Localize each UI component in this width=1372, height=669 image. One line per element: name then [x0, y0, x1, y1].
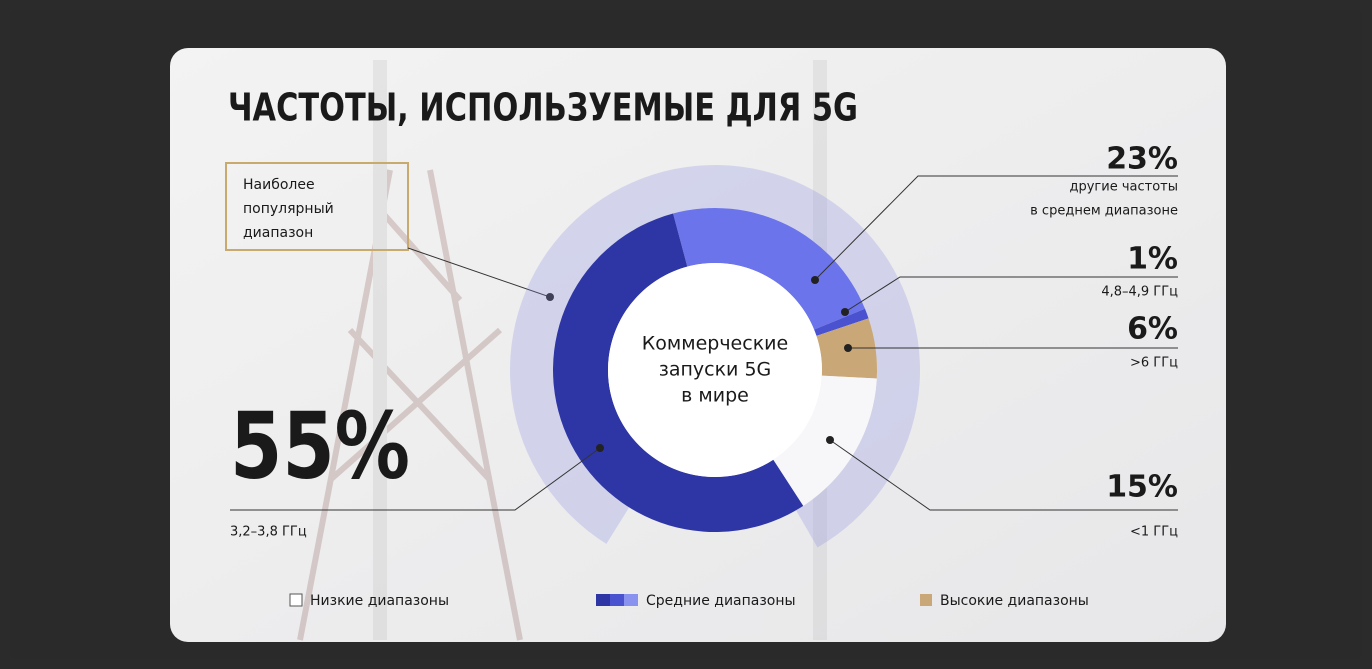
legend-label: Низкие диапазоны: [310, 593, 449, 609]
category-label: 4,8–4,9 ГГц: [1101, 285, 1178, 300]
donut-slice: [773, 375, 877, 506]
leader-dot: [844, 344, 852, 352]
category-label: <1 ГГц: [1130, 525, 1178, 540]
legend-swatch: [289, 593, 303, 607]
center-label: запуски 5G: [659, 359, 772, 381]
category-label: другие частоты: [1069, 180, 1178, 195]
donut-slice: [673, 207, 865, 330]
annotation-box: [225, 162, 409, 251]
annotation-text: популярный: [243, 201, 334, 217]
leader-line: [844, 276, 1178, 313]
category-label: >6 ГГц: [1130, 356, 1178, 371]
leader-dot: [826, 436, 834, 444]
value-label: 15%: [1106, 470, 1178, 505]
donut-slice: [552, 213, 804, 533]
leader-dot: [596, 444, 604, 452]
leader-dot: [546, 293, 554, 301]
leader-dot: [841, 308, 849, 316]
leader-dot: [811, 276, 819, 284]
legend-swatch: [920, 594, 932, 606]
leader-line: [407, 247, 551, 298]
chart-title: ЧАСТОТЫ, ИСПОЛЬЗУЕМЫЕ ДЛЯ 5G: [228, 86, 858, 130]
legend-label: Средние диапазоны: [646, 593, 796, 609]
center-label: Коммерческие: [642, 333, 788, 355]
leader-line: [829, 439, 1178, 511]
legend-label: Высокие диапазоны: [940, 593, 1089, 609]
center-label: в мире: [681, 385, 749, 407]
leader-line: [814, 175, 1178, 281]
value-label: 1%: [1127, 242, 1178, 277]
category-label: 3,2–3,8 ГГц: [230, 525, 307, 540]
donut-hole: [608, 263, 822, 477]
donut-slice: [814, 308, 869, 336]
value-label: 6%: [1127, 312, 1178, 347]
annotation-text: Наиболее: [243, 177, 315, 193]
value-label: 55%: [230, 392, 410, 499]
leader-line: [230, 447, 601, 511]
annotation-text: диапазон: [243, 225, 313, 241]
legend-swatch: [596, 594, 610, 606]
value-label: 23%: [1106, 142, 1178, 177]
legend-swatch: [624, 594, 638, 606]
legend-swatch: [610, 594, 624, 606]
category-label: в среднем диапазоне: [1030, 204, 1178, 219]
